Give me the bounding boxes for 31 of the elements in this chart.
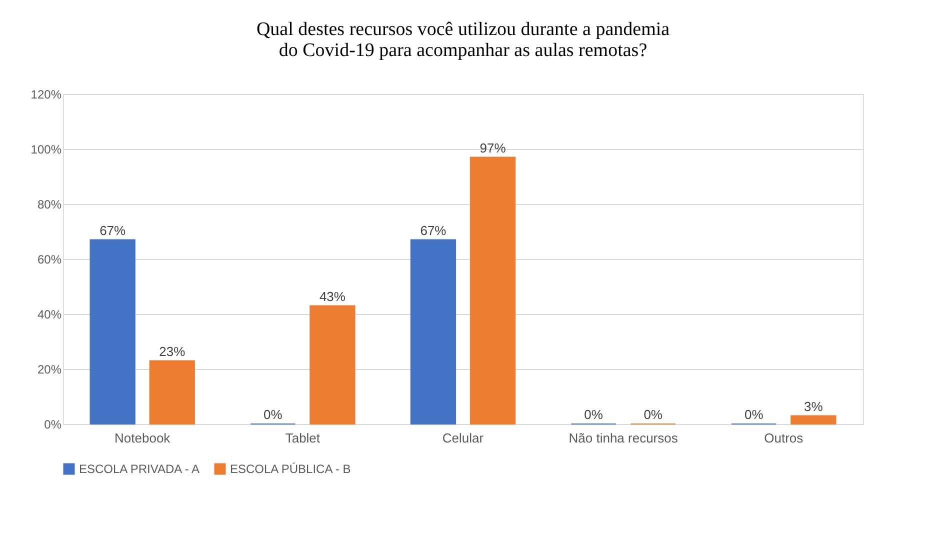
x-tick-label: Outros (764, 430, 804, 446)
bar (410, 239, 456, 424)
legend-label: ESCOLA PRIVADA - A (79, 462, 200, 476)
bar (310, 305, 356, 424)
y-tick-label: 40% (37, 308, 62, 322)
data-label: 43% (319, 288, 346, 304)
chart-title: Qual destes recursos você utilizou durante a pandemia do Covid-19 para acompanhar as aulas remotas? (256, 19, 670, 61)
x-tick-label: Notebook (114, 430, 171, 446)
x-tick-label: Tablet (285, 430, 320, 446)
legend-label: ESCOLA PÚBLICA - B (230, 462, 351, 476)
data-label: 0% (584, 407, 604, 422)
data-label: 67% (420, 222, 447, 238)
data-label: 67% (100, 222, 126, 238)
data-label: 0% (644, 407, 663, 422)
y-tick-label: 20% (37, 362, 62, 376)
data-label: 23% (159, 344, 186, 359)
bar (790, 415, 836, 424)
bar (149, 360, 195, 424)
bar (470, 156, 516, 424)
y-tick-label: 100% (30, 142, 62, 156)
y-tick-label: 120% (30, 88, 62, 102)
y-tick-label: 60% (37, 252, 62, 266)
data-label: 97% (480, 140, 506, 156)
y-tick-label: 80% (37, 198, 62, 212)
x-tick-label: Celular (442, 430, 484, 446)
bar (90, 239, 136, 424)
data-label: 0% (264, 407, 283, 422)
x-tick-label: Não tinha recursos (568, 430, 678, 446)
data-label: 0% (744, 407, 764, 422)
y-tick-label: 0% (44, 418, 62, 432)
data-label: 3% (804, 398, 824, 414)
